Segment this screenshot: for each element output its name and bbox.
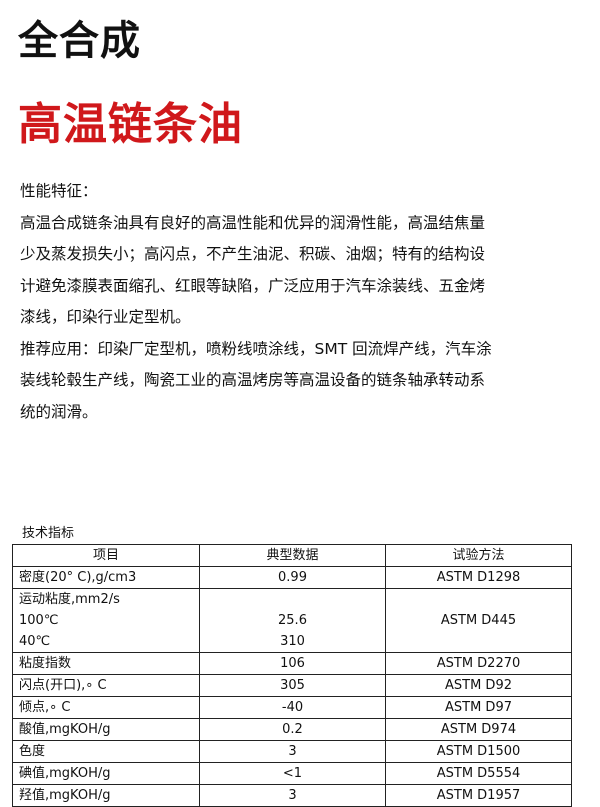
viscosity-value-40: 310: [280, 634, 305, 649]
cell-item: 粘度指数: [12, 652, 200, 675]
header-value: 典型数据: [199, 544, 386, 567]
paragraph-line: 高温合成链条油具有良好的高温性能和优异的润滑性能，高温结焦量: [20, 213, 486, 232]
viscosity-label: 运动粘度,mm2/s: [19, 592, 120, 607]
cell-item: 密度(20° C),g/cm3: [12, 566, 200, 589]
table-row: 倾点,∘ C -40 ASTM D97: [12, 696, 572, 719]
cell-method: ASTM D2270: [385, 652, 572, 675]
cell-item: 倾点,∘ C: [12, 696, 200, 719]
cell-method: ASTM D92: [385, 674, 572, 697]
table-row: 色度 3 ASTM D1500: [12, 740, 572, 763]
table-row: 碘值,mgKOH/g <1 ASTM D5554: [12, 762, 572, 785]
cell-item: 碘值,mgKOH/g: [12, 762, 200, 785]
table-row: 酸值,mgKOH/g 0.2 ASTM D974: [12, 718, 572, 741]
table-row: 羟值,mgKOH/g 3 ASTM D1957: [12, 784, 572, 807]
table-row: 密度(20° C),g/cm3 0.99 ASTM D1298: [12, 566, 572, 589]
cell-method: ASTM D1957: [385, 784, 572, 807]
description: 性能特征： 高温合成链条油具有良好的高温性能和优异的润滑性能，高温结焦量 少及蒸…: [20, 176, 590, 428]
paragraph-line: 计避免漆膜表面缩孔、红眼等缺陷，广泛应用于汽车涂装线、五金烤: [20, 276, 486, 295]
cell-value: <1: [199, 762, 386, 785]
paragraph-line: 装线轮毂生产线，陶瓷工业的高温烤房等高温设备的链条轴承转动系: [20, 371, 486, 389]
spec-table: 项目 典型数据 试验方法 密度(20° C),g/cm3 0.99 ASTM D…: [12, 544, 572, 807]
paragraph-line: 漆线，印染行业定型机。: [20, 308, 191, 326]
viscosity-value-100: 25.6: [278, 613, 307, 628]
cell-method: ASTM D974: [385, 718, 572, 741]
cell-method: ASTM D1298: [385, 566, 572, 589]
cell-value: 3: [199, 740, 386, 763]
cell-item: 色度: [12, 740, 200, 763]
cell-value: 25.6 310: [199, 588, 386, 653]
header-method: 试验方法: [385, 544, 572, 567]
table-row: 粘度指数 106 ASTM D2270: [12, 652, 572, 675]
paragraph-line: 统的润滑。: [20, 402, 98, 421]
product-name-title: 高温链条油: [18, 99, 243, 150]
table-header-row: 项目 典型数据 试验方法: [12, 544, 572, 567]
cell-method: ASTM D1500: [385, 740, 572, 763]
table-caption: 技术指标: [22, 526, 75, 541]
table-row: 闪点(开口),∘ C 305 ASTM D92: [12, 674, 572, 697]
cell-item: 酸值,mgKOH/g: [12, 718, 200, 741]
cell-method: ASTM D97: [385, 696, 572, 719]
cell-item: 运动粘度,mm2/s 100℃ 40℃: [12, 588, 200, 653]
cell-value: 3: [199, 784, 386, 807]
header-item: 项目: [12, 544, 200, 567]
cell-method: ASTM D445: [385, 588, 572, 653]
product-category-title: 全合成: [18, 18, 141, 64]
section-heading-features: 性能特征：: [20, 182, 98, 200]
cell-value: 106: [199, 652, 386, 675]
paragraph-line: 推荐应用：印染厂定型机，喷粉线喷涂线，SMT 回流焊产线，汽车涂: [20, 339, 492, 358]
cell-method: ASTM D5554: [385, 762, 572, 785]
cell-value: 0.2: [199, 718, 386, 741]
paragraph-line: 少及蒸发损失小；高闪点，不产生油泥、积碳、油烟；特有的结构设: [20, 245, 486, 263]
cell-value: -40: [199, 696, 386, 719]
cell-value: 0.99: [199, 566, 386, 589]
viscosity-temp-100: 100℃: [19, 613, 59, 628]
cell-item: 羟值,mgKOH/g: [12, 784, 200, 807]
cell-value: 305: [199, 674, 386, 697]
viscosity-temp-40: 40℃: [19, 634, 51, 649]
cell-item: 闪点(开口),∘ C: [12, 674, 200, 697]
table-row-viscosity: 运动粘度,mm2/s 100℃ 40℃ 25.6 310 ASTM D445: [12, 588, 572, 653]
